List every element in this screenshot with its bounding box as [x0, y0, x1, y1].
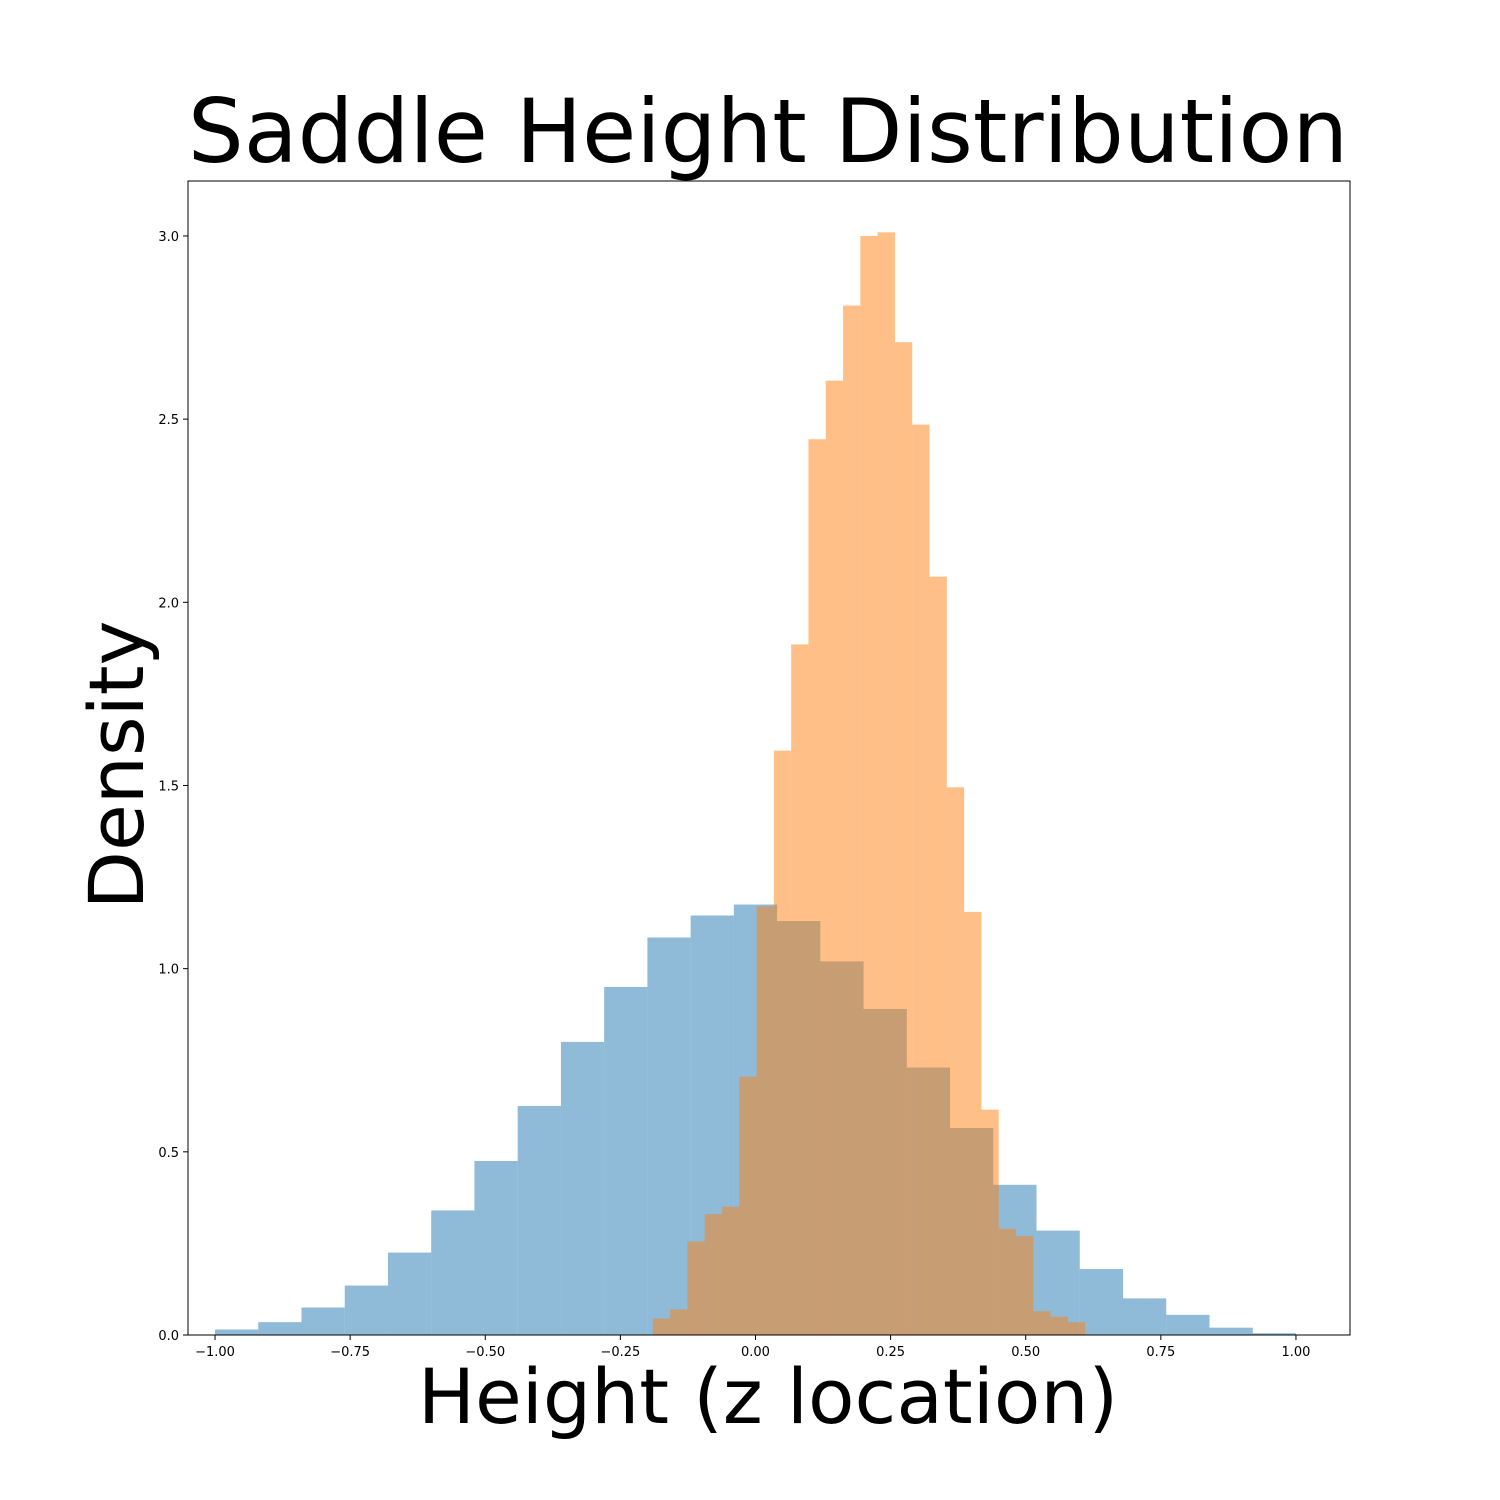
histogram-bar	[721, 1206, 740, 1335]
histogram-bar	[964, 911, 982, 1335]
x-tick-label: 0.50	[1011, 1345, 1040, 1360]
x-tick-label: 0.25	[876, 1345, 905, 1360]
histogram-bar	[1209, 1327, 1253, 1335]
x-tick-label: −0.25	[600, 1345, 640, 1360]
histogram-bar	[604, 986, 648, 1335]
histogram-bar	[704, 1214, 722, 1335]
histogram-bars	[215, 232, 1296, 1336]
histogram-bar	[647, 937, 691, 1335]
histogram-bar	[739, 1076, 757, 1335]
y-axis-ticks: 0.0 0.5 1.0 1.5 2.0 2.5 3.0	[158, 230, 188, 1344]
y-tick-label: 2.5	[158, 413, 179, 428]
y-tick-label: 0.0	[158, 1329, 179, 1344]
y-tick-label: 1.5	[158, 779, 179, 794]
histogram-bar	[670, 1309, 688, 1335]
histogram-bar	[1123, 1298, 1167, 1335]
plot-area: −1.00 −0.75 −0.50 −0.25 0.00 0.25 0.50 0.75 1.00…	[158, 180, 1351, 1360]
histogram-bar	[773, 750, 792, 1335]
histogram-bar	[1166, 1314, 1210, 1335]
x-tick-label: −0.50	[465, 1345, 505, 1360]
histogram-bar	[474, 1160, 518, 1335]
y-axis-label: Density	[72, 621, 161, 910]
series-1	[652, 232, 1086, 1336]
histogram-bar	[344, 1285, 388, 1335]
histogram-bar	[1015, 1236, 1034, 1335]
y-tick-label: 1.0	[158, 963, 179, 978]
histogram-bar	[946, 787, 965, 1335]
histogram-bar	[860, 235, 878, 1335]
histogram-bar	[877, 232, 895, 1335]
x-axis-label: Height (z location)	[418, 1352, 1118, 1441]
histogram-bar	[791, 644, 809, 1335]
histogram-bar	[981, 1109, 999, 1335]
histogram-bar	[808, 439, 826, 1335]
chart-title: Saddle Height Distribution	[188, 80, 1348, 183]
histogram-bar	[258, 1322, 302, 1335]
y-tick-label: 3.0	[158, 230, 179, 245]
histogram-bar	[652, 1318, 671, 1335]
y-tick-label: 2.0	[158, 596, 179, 611]
histogram-bar	[687, 1241, 705, 1335]
histogram-bar	[843, 305, 861, 1335]
axes-frame	[187, 180, 1351, 1336]
histogram-bar	[1079, 1269, 1124, 1335]
histogram-bar	[912, 424, 930, 1336]
histogram-bar	[929, 576, 947, 1335]
x-tick-label: 0.00	[741, 1345, 770, 1360]
histogram-bar	[1033, 1311, 1051, 1335]
histogram-bar	[560, 1041, 605, 1335]
histogram-bar	[517, 1106, 561, 1335]
histogram-bar	[894, 342, 913, 1335]
x-axis-ticks: −1.00 −0.75 −0.50 −0.25 0.00 0.25 0.50 0.75 1.00	[195, 1335, 1310, 1360]
histogram-bar	[825, 380, 844, 1336]
histogram-bar	[215, 1329, 259, 1335]
histogram-bar	[998, 1228, 1016, 1335]
histogram-bar	[1252, 1333, 1296, 1335]
histogram-bar	[1067, 1322, 1086, 1335]
x-tick-label: 0.75	[1146, 1345, 1175, 1360]
histogram-bar	[301, 1307, 345, 1335]
histogram-bar	[1050, 1316, 1068, 1335]
x-tick-label: −1.00	[195, 1345, 235, 1360]
y-tick-label: 0.5	[158, 1146, 179, 1161]
x-tick-label: 1.00	[1281, 1345, 1310, 1360]
histogram-bar	[387, 1252, 432, 1335]
histogram-bar	[756, 906, 774, 1335]
x-tick-label: −0.75	[330, 1345, 370, 1360]
histogram-bar	[431, 1210, 475, 1335]
